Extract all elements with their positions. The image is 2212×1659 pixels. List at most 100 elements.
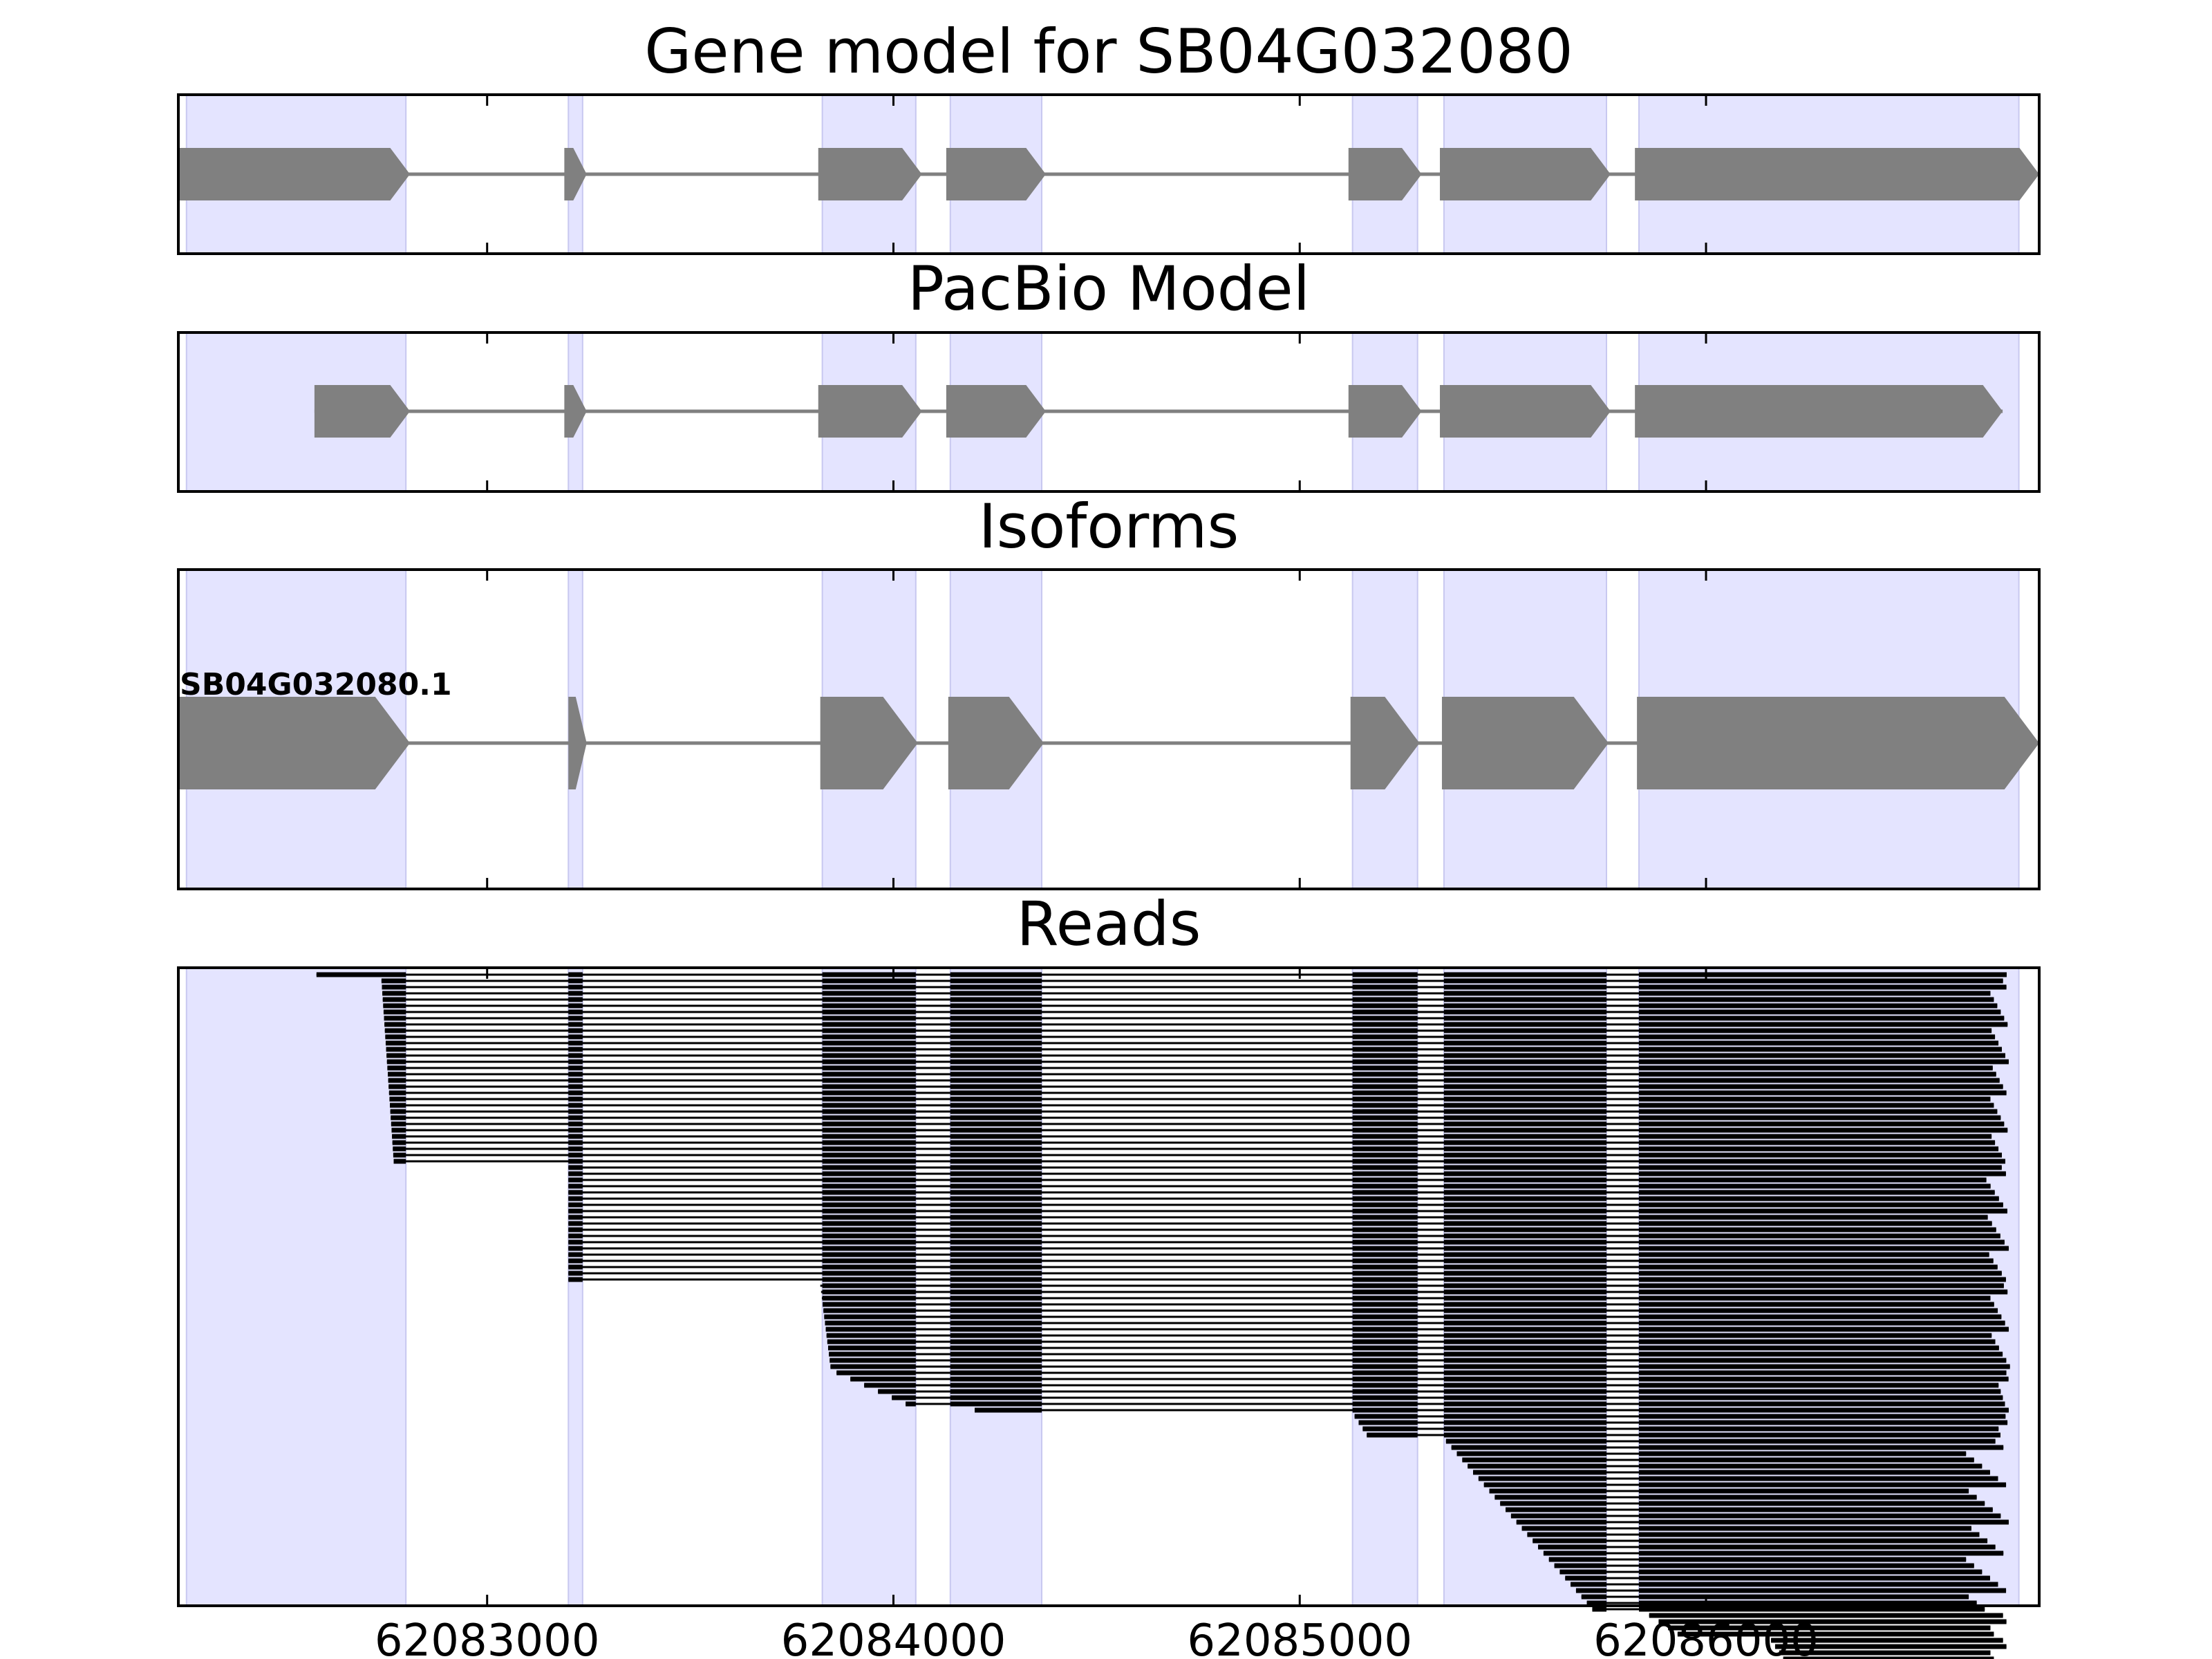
read-exon-block: [950, 1395, 1042, 1400]
read-exon-block: [1565, 1575, 1607, 1581]
read-exon-block: [822, 1208, 916, 1214]
exon-highlight: [185, 967, 407, 1606]
read-exon-block: [1352, 1314, 1418, 1320]
read-exon-block: [822, 1146, 916, 1152]
read-exon-block: [950, 1115, 1042, 1121]
read-exon-block: [950, 1090, 1042, 1096]
read-exon-block: [1443, 1171, 1607, 1177]
exon-arrow: [564, 385, 587, 438]
read-exon-block: [1352, 1040, 1418, 1046]
read-exon-block: [1443, 1059, 1607, 1065]
read-exon-block: [950, 1358, 1042, 1363]
read-exon-block: [1443, 1395, 1607, 1400]
read-exon-block: [1352, 1034, 1418, 1040]
read-exon-block: [387, 1065, 406, 1071]
read-exon-block: [822, 1103, 916, 1108]
read-exon-block: [822, 1022, 916, 1027]
read-exon-block: [950, 1028, 1042, 1033]
read-exon-block: [950, 1015, 1042, 1021]
read-exon-block: [1443, 1239, 1607, 1245]
read-exon-block: [1443, 1165, 1607, 1170]
read-exon-block: [822, 1277, 916, 1282]
panel-title: Reads: [1017, 888, 1201, 959]
read-exon-block: [1639, 1457, 1974, 1463]
panel-frame: [177, 568, 2041, 890]
read-exon-block: [1352, 1327, 1418, 1332]
read-exon-block: [391, 1127, 406, 1133]
read-exon-block: [1443, 1078, 1607, 1083]
read-exon-block: [950, 1227, 1042, 1232]
read-exon-block: [1639, 1258, 1994, 1264]
x-tick-label: 62084000: [781, 1615, 1006, 1659]
read-exon-block: [1352, 1134, 1418, 1139]
read-exon-block: [393, 1152, 406, 1158]
read-exon-block: [1352, 1308, 1418, 1313]
read-exon-block: [1639, 1414, 2006, 1419]
read-exon-block: [568, 1078, 583, 1083]
read-exon-block: [568, 972, 583, 977]
read-exon-block: [1639, 1121, 2005, 1127]
read-exon-block: [1352, 1159, 1418, 1164]
read-exon-block: [568, 1171, 583, 1177]
read-exon-block: [568, 1196, 583, 1201]
read-exon-block: [1352, 1171, 1418, 1177]
read-exon-block: [1443, 1084, 1607, 1089]
read-exon-block: [1639, 1283, 2004, 1288]
read-exon-block: [1443, 972, 1607, 977]
read-exon-block: [568, 1252, 583, 1257]
read-exon-block: [822, 1140, 916, 1145]
read-exon-block: [568, 1208, 583, 1214]
read-exon-block: [1639, 1395, 2003, 1400]
read-exon-block: [568, 991, 583, 996]
read-exon-block: [1358, 1420, 1418, 1425]
read-exon-block: [950, 1078, 1042, 1083]
read-exon-block: [1668, 1625, 1991, 1631]
read-exon-block: [568, 1264, 583, 1270]
read-exon-block: [1639, 1501, 1985, 1506]
read-exon-block: [950, 1165, 1042, 1170]
read-exon-block: [950, 1171, 1042, 1177]
read-exon-block: [1443, 1159, 1607, 1164]
read-exon-block: [950, 1271, 1042, 1276]
read-exon-block: [316, 972, 406, 977]
read-exon-block: [386, 1053, 406, 1058]
read-exon-block: [568, 1047, 583, 1052]
read-exon-block: [950, 1389, 1042, 1394]
read-exon-block: [1443, 1208, 1607, 1214]
panel-frame: [177, 966, 2041, 1607]
read-exon-block: [1352, 1370, 1418, 1376]
read-exon-block: [950, 1183, 1042, 1189]
read-exon-block: [1639, 997, 1994, 1002]
read-exon-block: [1352, 1320, 1418, 1326]
read-exon-block: [1352, 1302, 1418, 1307]
read-exon-block: [1639, 1071, 1996, 1077]
read-exon-block: [1352, 991, 1418, 996]
read-exon-block: [823, 1308, 916, 1313]
exon-arrow: [1440, 385, 1611, 438]
read-exon-block: [1639, 1264, 1998, 1270]
read-exon-block: [1443, 1034, 1607, 1040]
read-exon-block: [568, 1165, 583, 1170]
read-exon-block: [1639, 1252, 1989, 1257]
exon-arrow: [1440, 148, 1611, 200]
read-exon-block: [1779, 1650, 1991, 1656]
read-exon-block: [950, 1295, 1042, 1301]
read-exon-block: [1352, 1078, 1418, 1083]
read-exon-block: [1639, 1084, 2003, 1089]
read-exon-block: [1639, 1382, 1999, 1388]
read-exon-block: [1639, 1196, 1999, 1201]
read-exon-block: [1443, 1302, 1607, 1307]
read-exon-block: [384, 1022, 406, 1027]
read-exon-block: [1443, 1401, 1607, 1407]
read-exon-block: [1639, 1040, 1999, 1046]
read-exon-block: [388, 1078, 406, 1083]
read-exon-block: [1352, 1389, 1418, 1394]
read-exon-block: [1352, 1065, 1418, 1071]
read-exon-block: [383, 1003, 406, 1009]
read-exon-block: [1639, 1320, 2005, 1326]
read-exon-block: [1352, 1246, 1418, 1251]
read-exon-block: [1639, 1271, 2002, 1276]
read-exon-block: [1443, 1065, 1607, 1071]
read-exon-block: [1639, 1177, 1987, 1183]
read-exon-block: [950, 1252, 1042, 1257]
